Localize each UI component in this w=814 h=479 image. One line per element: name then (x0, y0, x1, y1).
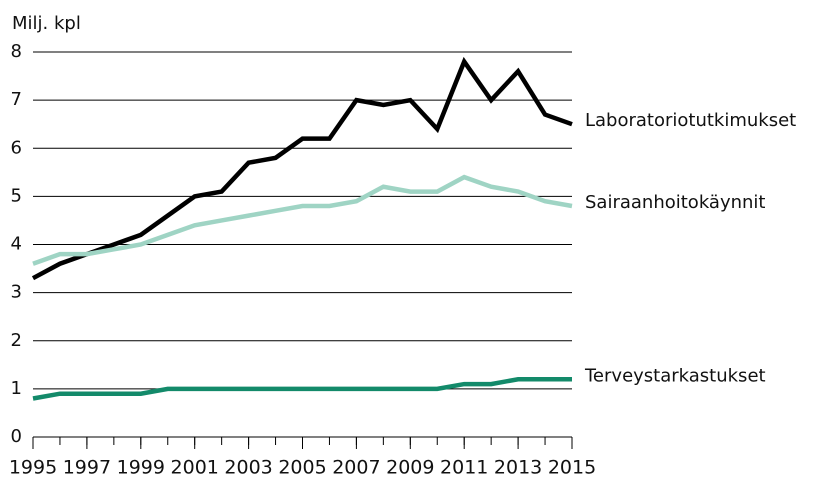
y-tick-label: 6 (11, 137, 22, 158)
x-tick-label: 2007 (332, 457, 380, 479)
series-label: Laboratoriotutkimukset (585, 110, 796, 131)
x-tick-label: 1999 (117, 457, 165, 479)
x-tick-label: 2011 (440, 457, 488, 479)
x-tick-label: 1997 (63, 457, 111, 479)
series-label: Sairaanhoitokäynnit (585, 192, 765, 213)
y-tick-label: 5 (11, 185, 22, 206)
y-axis-label: Milj. kpl (12, 13, 81, 34)
y-tick-label: 3 (11, 282, 22, 303)
series-line (32, 377, 572, 401)
x-tick-label: 2009 (386, 457, 434, 479)
y-tick-label: 0 (11, 426, 22, 447)
x-tick-label: 2013 (494, 457, 542, 479)
series-line (31, 56, 573, 281)
y-tick-label: 7 (11, 89, 22, 110)
series-line (32, 174, 573, 266)
y-tick-label: 4 (11, 234, 22, 255)
y-tick-label: 1 (11, 378, 22, 399)
x-tick-label: 2015 (548, 457, 596, 479)
y-tick-label: 2 (11, 330, 22, 351)
x-tick-label: 2005 (278, 457, 326, 479)
x-tick-label: 1995 (9, 457, 57, 479)
series-label: Terveystarkastukset (584, 365, 766, 386)
x-tick-label: 2003 (224, 457, 272, 479)
y-tick-label: 8 (11, 41, 22, 62)
x-tick-label: 2001 (171, 457, 219, 479)
